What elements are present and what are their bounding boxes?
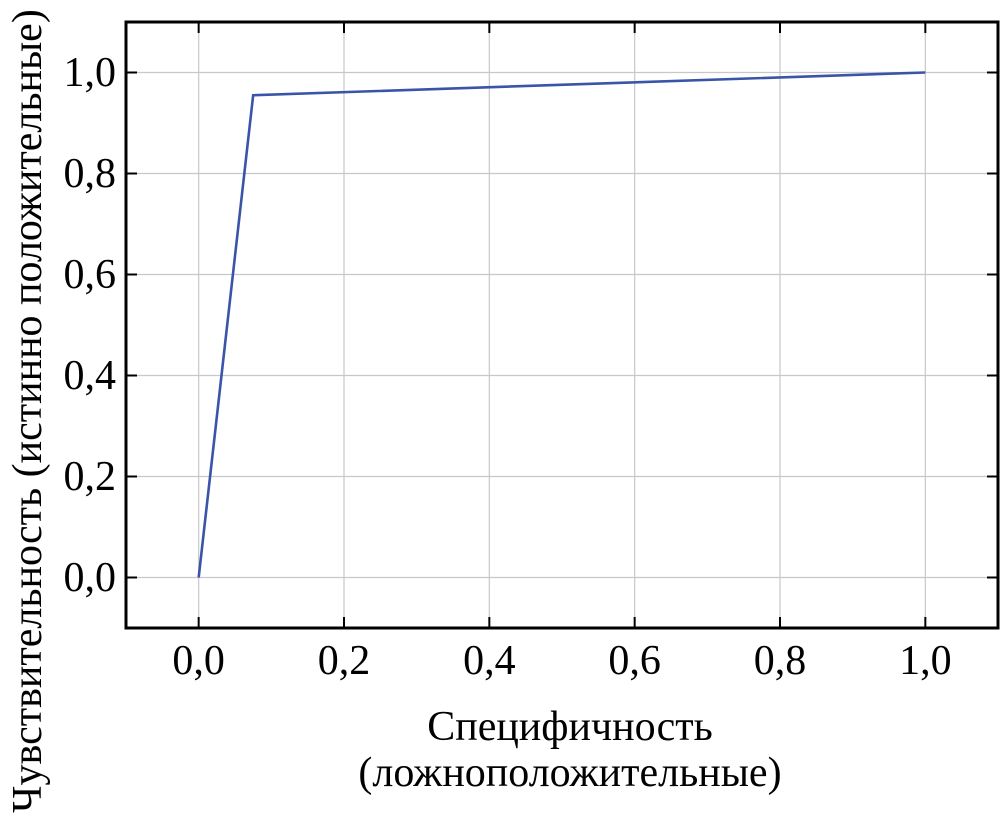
x-tick-label: 1,0 xyxy=(899,638,952,684)
y-tick-label: 1,0 xyxy=(63,49,117,96)
roc-curve-line xyxy=(197,71,926,578)
x-tick-label: 0,8 xyxy=(753,638,807,684)
x-tick-label: 0,4 xyxy=(463,638,516,684)
x-axis-title-line2: (ложноположительные) xyxy=(358,750,782,796)
x-tick-label: 0,2 xyxy=(317,638,371,684)
y-tick-label: 0,6 xyxy=(63,251,117,298)
x-axis-title: Специфичность (ложноположительные) xyxy=(136,704,1004,796)
x-tick-label: 0,6 xyxy=(608,638,661,684)
x-tick-label: 0,0 xyxy=(172,638,225,684)
x-axis-title-line1: Специфичность xyxy=(427,704,713,750)
y-tick-label: 0,8 xyxy=(63,150,117,197)
y-tick-label: 0,2 xyxy=(63,453,117,500)
y-tick-label: 0,0 xyxy=(63,554,117,601)
y-tick-label: 0,4 xyxy=(63,352,117,399)
plot-frame xyxy=(124,20,1000,630)
y-axis-title: Чувствительность (истинно положительные) xyxy=(5,9,51,813)
plot-area xyxy=(124,20,1000,630)
